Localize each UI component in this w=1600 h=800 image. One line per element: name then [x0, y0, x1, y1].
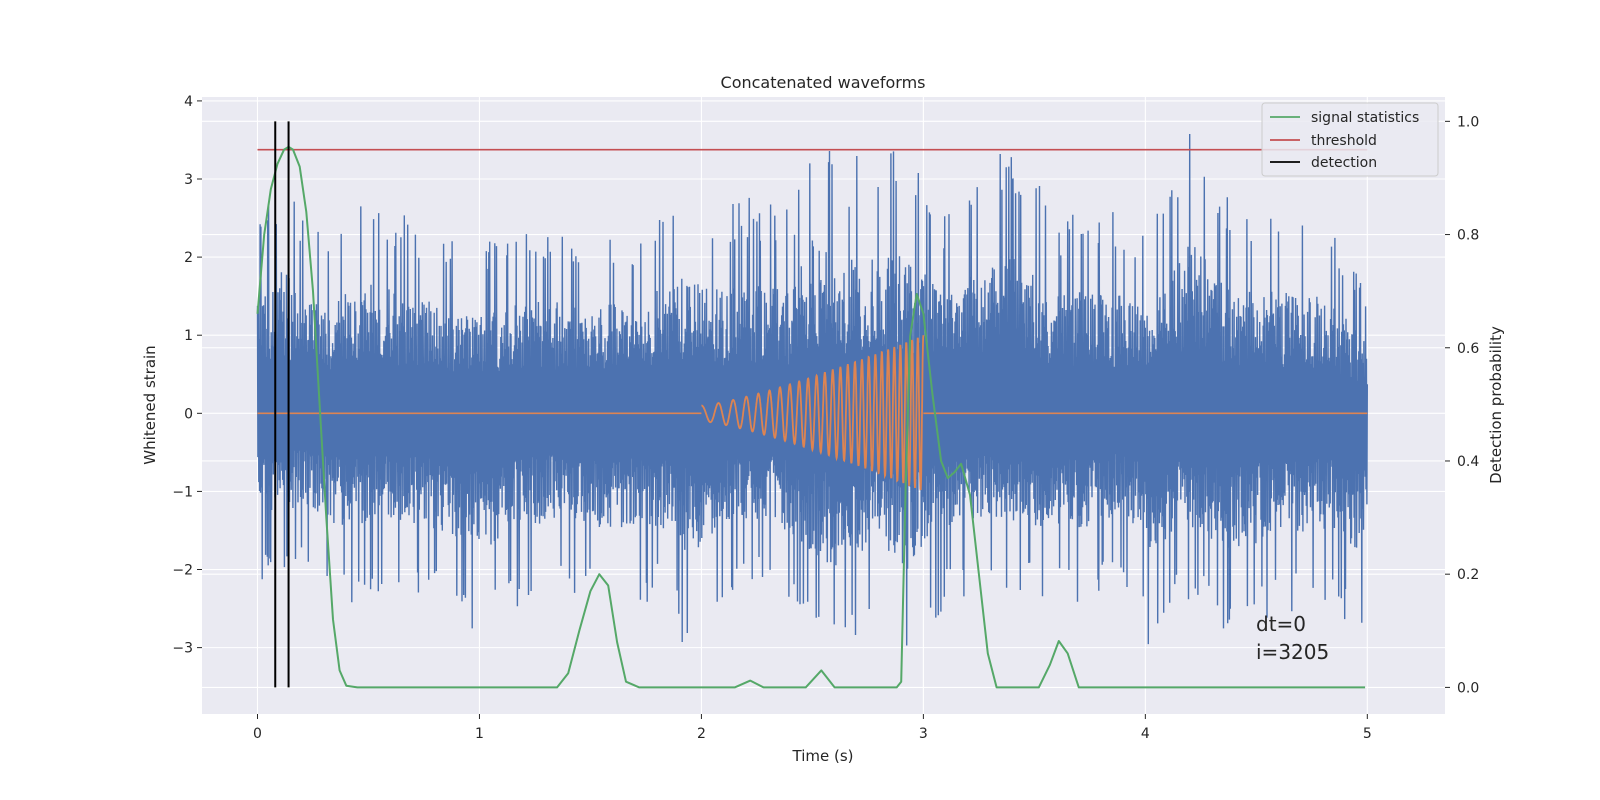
legend-box [1261, 102, 1439, 177]
x-axis-label: Time (s) [792, 747, 854, 765]
axis-ticks: 0 1 2 3 4 5 −3 −2 −1 0 1 2 3 4 0.0 0.2 0.4 0.6 0.8 1.0 [172, 94, 1479, 742]
y-axis-label: Whitened strain [141, 345, 159, 464]
legend: signal statistics threshold detection [1261, 102, 1439, 177]
x-tick-label: 4 [1141, 726, 1150, 742]
signal-statistics-series [256, 121, 1368, 689]
x-tick-label: 1 [475, 726, 484, 742]
legend-label-detection: detection [1311, 155, 1377, 171]
strain-series [256, 133, 1368, 646]
y-tick-label: −1 [172, 484, 193, 500]
y2-tick-label: 0.4 [1457, 454, 1479, 470]
y-tick-label: 0 [184, 406, 193, 422]
y2-tick-label: 0.6 [1457, 341, 1479, 357]
x-tick-label: 3 [919, 726, 928, 742]
y-tick-label: −2 [172, 563, 193, 579]
y-tick-label: −3 [172, 641, 193, 657]
y2-tick-label: 1.0 [1457, 114, 1479, 130]
strain-trace [256, 133, 1368, 646]
y-tick-label: 4 [184, 94, 193, 110]
y2-tick-label: 0.8 [1457, 228, 1479, 244]
injected-chirp [701, 335, 925, 491]
legend-label-threshold: threshold [1311, 133, 1377, 149]
y-tick-label: 1 [184, 328, 193, 344]
legend-label-signal-statistics: signal statistics [1311, 110, 1419, 126]
chart-title: Concatenated waveforms [721, 73, 926, 92]
injected-waveform-series [257, 335, 1368, 491]
y-tick-label: 2 [184, 250, 193, 266]
x-tick-label: 0 [253, 726, 262, 742]
y2-tick-label: 0.0 [1457, 680, 1479, 696]
x-tick-label: 5 [1363, 726, 1372, 742]
annotation-index: i=3205 [1256, 640, 1329, 664]
y2-tick-label: 0.2 [1457, 567, 1479, 583]
signal-statistics-line [256, 145, 1366, 689]
x-tick-label: 2 [697, 726, 706, 742]
annotation-dt: dt=0 [1256, 612, 1306, 636]
y2-axis-label: Detection probability [1487, 326, 1505, 484]
y-tick-label: 3 [184, 172, 193, 188]
